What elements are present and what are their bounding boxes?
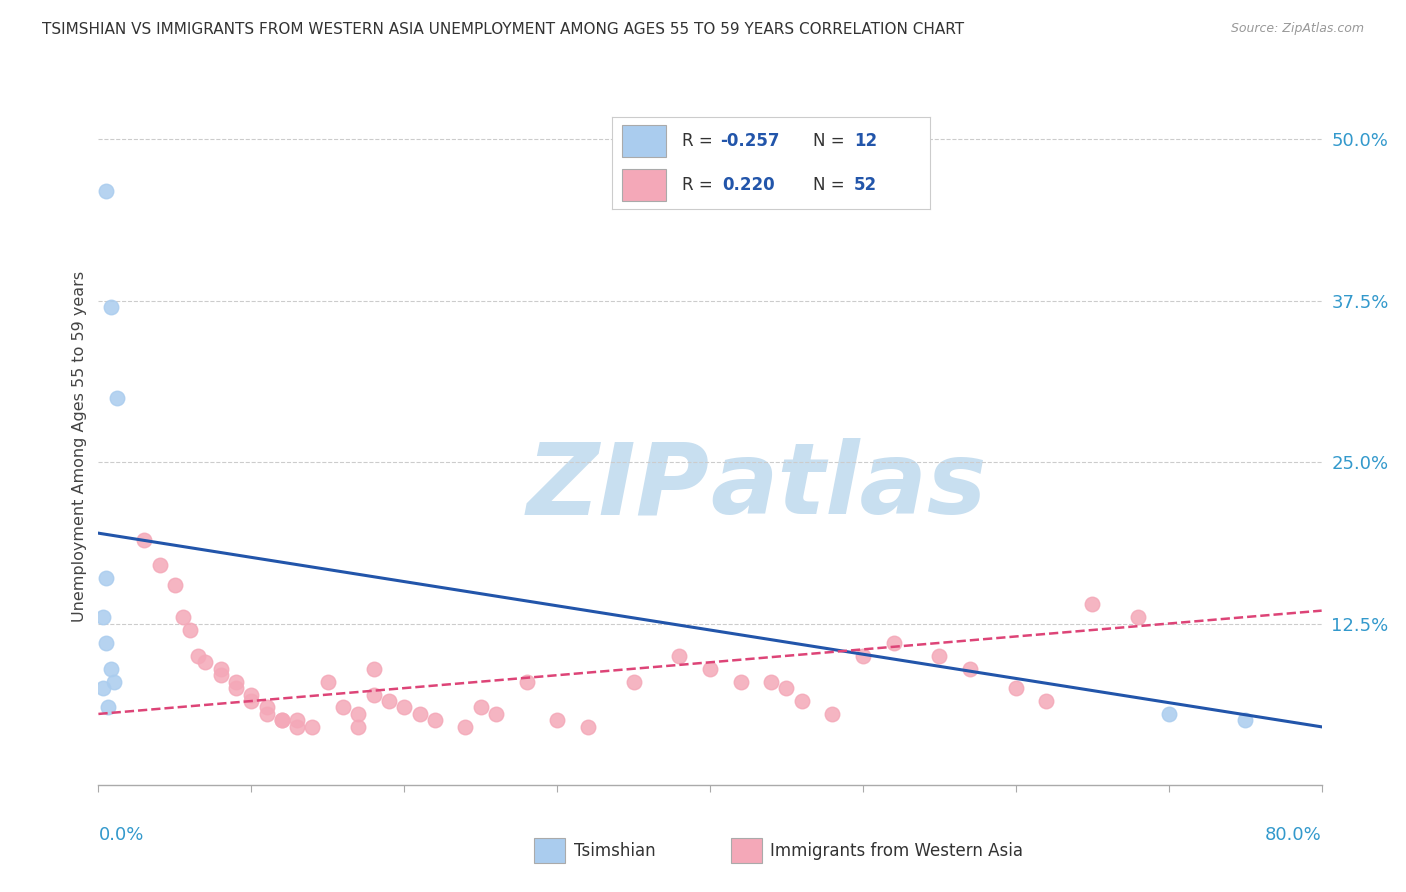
Point bbox=[470, 700, 492, 714]
Point bbox=[270, 714, 292, 728]
Point bbox=[454, 720, 477, 734]
Text: R =: R = bbox=[682, 132, 718, 150]
Point bbox=[759, 674, 782, 689]
Point bbox=[363, 662, 385, 676]
Point bbox=[775, 681, 797, 695]
Point bbox=[790, 694, 813, 708]
Point bbox=[209, 668, 232, 682]
Point bbox=[699, 662, 721, 676]
Text: 0.0%: 0.0% bbox=[98, 826, 143, 844]
Point bbox=[623, 674, 645, 689]
Point bbox=[1157, 706, 1180, 721]
Point bbox=[1004, 681, 1026, 695]
Point bbox=[91, 681, 114, 695]
Point bbox=[516, 674, 538, 689]
Point bbox=[134, 533, 156, 547]
Point bbox=[94, 184, 117, 198]
Point bbox=[256, 706, 278, 721]
Point bbox=[392, 700, 416, 714]
Point bbox=[149, 558, 172, 573]
Point bbox=[270, 714, 292, 728]
FancyBboxPatch shape bbox=[621, 125, 666, 157]
Text: R =: R = bbox=[682, 176, 724, 194]
Point bbox=[347, 706, 370, 721]
Text: 0.220: 0.220 bbox=[721, 176, 775, 194]
Point bbox=[1035, 694, 1057, 708]
Point bbox=[94, 636, 117, 650]
Point bbox=[928, 648, 950, 663]
Text: TSIMSHIAN VS IMMIGRANTS FROM WESTERN ASIA UNEMPLOYMENT AMONG AGES 55 TO 59 YEARS: TSIMSHIAN VS IMMIGRANTS FROM WESTERN ASI… bbox=[42, 22, 965, 37]
Text: ZIP: ZIP bbox=[527, 438, 710, 535]
Point bbox=[316, 674, 339, 689]
Point bbox=[378, 694, 401, 708]
Point bbox=[285, 714, 308, 728]
Point bbox=[225, 681, 247, 695]
Point bbox=[103, 674, 125, 689]
Point bbox=[225, 674, 247, 689]
Text: N =: N = bbox=[813, 176, 849, 194]
Point bbox=[194, 655, 217, 669]
Point bbox=[187, 648, 209, 663]
Point bbox=[883, 636, 905, 650]
Point bbox=[179, 623, 201, 637]
Point bbox=[959, 662, 981, 676]
Text: 52: 52 bbox=[853, 176, 877, 194]
Point bbox=[91, 610, 114, 624]
Point bbox=[347, 720, 370, 734]
Point bbox=[240, 694, 263, 708]
Point bbox=[97, 700, 120, 714]
Text: 80.0%: 80.0% bbox=[1265, 826, 1322, 844]
Point bbox=[172, 610, 194, 624]
Text: N =: N = bbox=[813, 132, 849, 150]
Point bbox=[285, 720, 308, 734]
Point bbox=[363, 688, 385, 702]
Point bbox=[852, 648, 875, 663]
Point bbox=[408, 706, 430, 721]
Point bbox=[423, 714, 446, 728]
Point bbox=[668, 648, 690, 663]
Point bbox=[163, 578, 186, 592]
Point bbox=[209, 662, 232, 676]
Point bbox=[821, 706, 844, 721]
Point bbox=[332, 700, 354, 714]
Point bbox=[1081, 597, 1104, 611]
Point bbox=[94, 571, 117, 585]
Point bbox=[1128, 610, 1150, 624]
Point bbox=[240, 688, 263, 702]
Point bbox=[100, 662, 122, 676]
Text: -0.257: -0.257 bbox=[720, 132, 780, 150]
Point bbox=[485, 706, 508, 721]
Text: Tsimshian: Tsimshian bbox=[574, 842, 655, 860]
Text: atlas: atlas bbox=[710, 438, 987, 535]
Point bbox=[576, 720, 599, 734]
Text: Immigrants from Western Asia: Immigrants from Western Asia bbox=[770, 842, 1024, 860]
FancyBboxPatch shape bbox=[621, 169, 666, 202]
Y-axis label: Unemployment Among Ages 55 to 59 years: Unemployment Among Ages 55 to 59 years bbox=[72, 270, 87, 622]
Point bbox=[256, 700, 278, 714]
Point bbox=[1234, 714, 1257, 728]
Point bbox=[301, 720, 323, 734]
Text: 12: 12 bbox=[853, 132, 877, 150]
Point bbox=[546, 714, 568, 728]
Point bbox=[105, 391, 128, 405]
Text: Source: ZipAtlas.com: Source: ZipAtlas.com bbox=[1230, 22, 1364, 36]
Point bbox=[100, 300, 122, 314]
Point bbox=[730, 674, 752, 689]
